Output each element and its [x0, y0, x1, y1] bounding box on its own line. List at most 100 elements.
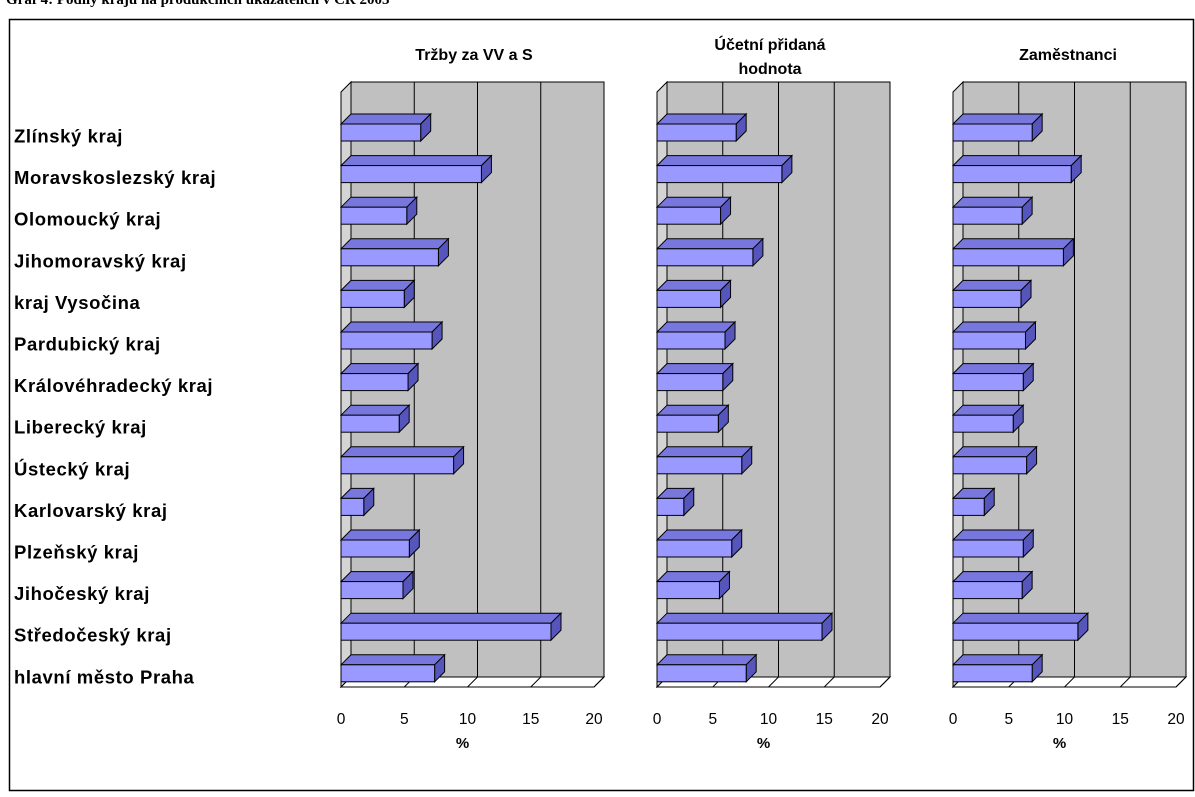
category-label: Středočeský kraj	[14, 625, 172, 646]
bar	[339, 403, 411, 434]
bar-front-face	[656, 206, 722, 225]
bar-front-face	[340, 414, 400, 433]
floor-gridline	[530, 676, 542, 688]
bar-front-face	[656, 664, 747, 683]
floor-gridline	[593, 676, 605, 688]
chart-title: hodnota	[738, 61, 801, 78]
bar	[655, 154, 794, 184]
bar-front-face	[656, 581, 720, 600]
bar	[339, 195, 418, 226]
x-tick-label: 20	[585, 711, 603, 728]
bar-top-face	[339, 196, 418, 208]
bar-top-face	[951, 155, 1083, 167]
bar-front-face	[952, 206, 1023, 225]
category-label: Olomoucký kraj	[14, 209, 161, 230]
x-axis-label: %	[1053, 735, 1066, 752]
bar-top-face	[655, 279, 732, 291]
bar-front-face	[656, 456, 743, 475]
x-tick-label: 5	[708, 711, 717, 728]
bar-top-face	[951, 612, 1090, 624]
bar-top-face	[655, 446, 753, 458]
bar	[951, 528, 1035, 559]
category-label: Královéhradecký kraj	[14, 375, 213, 396]
bar-top-face	[655, 321, 737, 333]
category-label: Ústecký kraj	[14, 458, 130, 479]
floor-gridline	[768, 676, 779, 688]
bar-front-face	[340, 581, 404, 600]
bar-top-face	[339, 654, 446, 666]
bar	[655, 362, 734, 392]
bar-top-face	[655, 363, 734, 375]
chart-panels: 0 5 10 15 20% Tržby za VV a S 0 5 10 15 20% Účetní …	[337, 35, 1188, 752]
bar-front-face	[656, 123, 737, 142]
bar	[339, 279, 416, 309]
bar-front-face	[952, 331, 1026, 350]
bar-top-face	[951, 363, 1035, 375]
bar-front-face	[340, 622, 552, 641]
x-tick-label: 20	[871, 711, 889, 728]
bar-front-face	[340, 248, 439, 267]
bar	[951, 237, 1075, 268]
x-tick-label: 10	[760, 711, 778, 728]
bar-top-face	[951, 654, 1044, 666]
bar	[339, 570, 415, 600]
bar-top-face	[339, 155, 493, 167]
bar-top-face	[339, 238, 450, 250]
bar	[951, 611, 1090, 642]
x-axis-label: %	[456, 735, 469, 752]
bar	[951, 320, 1037, 351]
bar-top-face	[951, 529, 1035, 541]
bar-front-face	[656, 622, 823, 641]
bar-top-face	[339, 113, 432, 125]
bar	[655, 611, 834, 642]
x-tick-label: 5	[1004, 711, 1013, 728]
bar-front-face	[656, 165, 783, 184]
bar	[951, 445, 1038, 476]
chart-panel: 0 5 10 15 20% Tržby za VV a S	[337, 47, 606, 752]
bar	[339, 445, 465, 476]
x-tick-label: 10	[459, 711, 477, 728]
bar-top-face	[339, 571, 415, 583]
bar	[339, 112, 432, 143]
bar-front-face	[340, 373, 409, 392]
category-label: Plzeňský kraj	[14, 542, 139, 563]
bar	[951, 154, 1083, 184]
bar-front-face	[952, 289, 1022, 308]
bar	[951, 362, 1035, 392]
bar	[655, 653, 758, 684]
bar-front-face	[952, 373, 1024, 392]
bar-front-face	[340, 123, 422, 142]
bar-front-face	[952, 456, 1028, 475]
bar	[655, 237, 765, 268]
bar-front-face	[656, 373, 724, 392]
chart-panel: 0 5 10 15 20% Účetní přidaná hodnota	[653, 35, 892, 752]
chart-panel: 0 5 10 15 20% Zaměstnanci	[949, 47, 1188, 752]
chart-title: Tržby za VV a S	[415, 47, 533, 64]
bar-front-face	[656, 248, 754, 267]
bar	[951, 195, 1034, 226]
category-label: Pardubický kraj	[14, 334, 161, 355]
category-label: kraj Vysočina	[14, 292, 141, 313]
bar-top-face	[655, 155, 794, 167]
bar-top-face	[339, 529, 421, 541]
category-label: Jihomoravský kraj	[14, 250, 187, 271]
bar-front-face	[340, 497, 365, 516]
bar-top-face	[339, 404, 411, 416]
bar-front-face	[952, 497, 985, 516]
bar	[339, 528, 421, 559]
bar	[655, 403, 730, 434]
bar-front-face	[340, 456, 455, 475]
bar	[655, 320, 737, 351]
floor-gridline	[467, 676, 478, 688]
bar	[655, 487, 695, 517]
x-tick-label: 0	[337, 711, 346, 728]
bar-front-face	[340, 664, 436, 683]
bar-top-face	[655, 238, 765, 250]
bar-top-face	[655, 612, 834, 624]
floor-gridline	[1064, 676, 1075, 688]
bar	[655, 445, 753, 476]
x-tick-label: 15	[1112, 711, 1129, 728]
bar-front-face	[656, 289, 722, 308]
bar	[951, 653, 1044, 684]
